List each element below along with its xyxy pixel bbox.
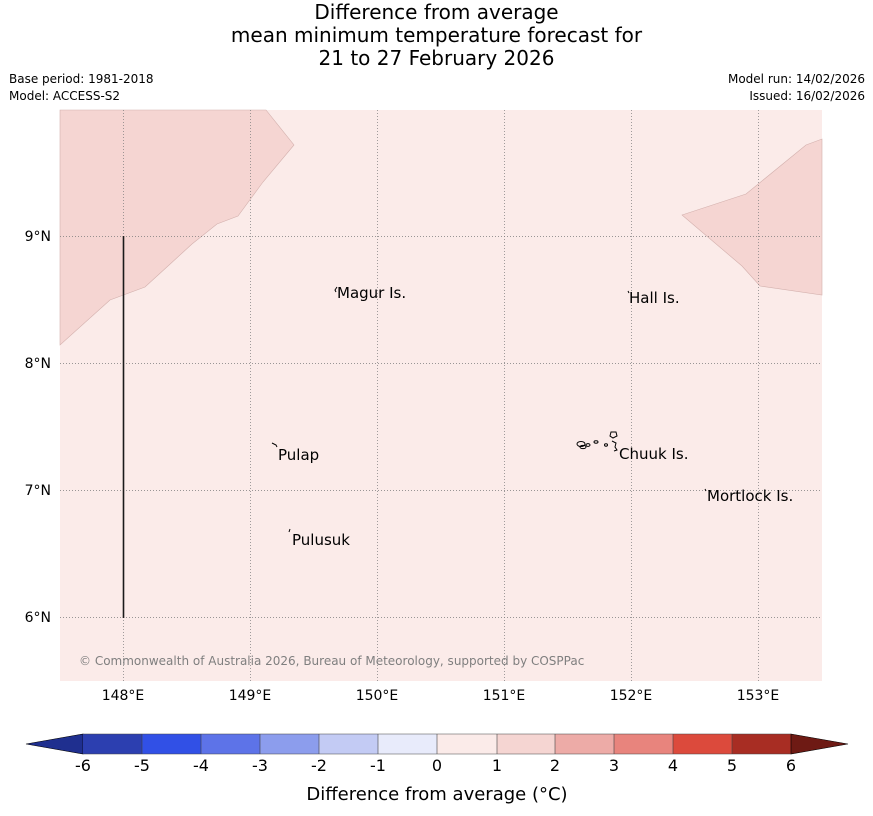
place-label-magur: Magur Is.: [337, 284, 406, 302]
lat-label-9n: 9°N: [25, 229, 51, 245]
lat-label-7n: 7°N: [25, 483, 51, 499]
colorbar-tick: 5: [727, 756, 737, 775]
lon-label-151e: 151°E: [483, 688, 526, 704]
place-label-hall: Hall Is.: [629, 289, 680, 307]
chuuk-islet: [611, 440, 618, 452]
graticule: [60, 110, 822, 681]
colorbar-bin: [319, 734, 378, 754]
colorbar-tick: 3: [609, 756, 619, 775]
lon-label-148e: 148°E: [102, 688, 145, 704]
hall-island-outline: [627, 290, 630, 294]
place-label-chuuk: Chuuk Is.: [619, 445, 688, 463]
anomaly-region-northwest: [59, 109, 295, 346]
colorbar-tick: 2: [550, 756, 560, 775]
lat-label-6n: 6°N: [25, 610, 51, 626]
place-label-mortlock: Mortlock Is.: [707, 487, 793, 505]
chuuk-islet: [585, 443, 591, 447]
place-label-pulap: Pulap: [278, 446, 319, 464]
colorbar-bin: [614, 734, 673, 754]
model-run: Model run: 14/02/2026: [727, 72, 865, 86]
chuuk-islet: [604, 443, 608, 447]
chuuk-islet: [576, 441, 586, 447]
title-line-2: mean minimum temperature forecast for: [230, 23, 643, 47]
magur-island-outline: [334, 286, 338, 293]
colorbar-tick: -1: [370, 756, 386, 775]
lon-label-153e: 153°E: [737, 688, 780, 704]
title-line-1: Difference from average: [314, 0, 559, 24]
colorbar: -6 -5 -4 -3 -2 -1 0 1 2 3 4 5 6 Differen…: [25, 733, 849, 805]
colorbar-bin: [555, 734, 614, 754]
colorbar-tick: 1: [492, 756, 502, 775]
colorbar-tick: -5: [134, 756, 150, 775]
colorbar-bin: [201, 734, 260, 754]
lon-label-150e: 150°E: [356, 688, 399, 704]
colorbar-tick: -2: [311, 756, 327, 775]
lon-label-149e: 149°E: [229, 688, 272, 704]
mortlock-island-outline: [704, 488, 707, 492]
colorbar-bin: [673, 734, 732, 754]
chuuk-islet: [579, 444, 587, 450]
colorbar-tick: -4: [193, 756, 209, 775]
title-line-3: 21 to 27 February 2026: [318, 46, 555, 70]
colorbar-tick: 6: [786, 756, 796, 775]
colorbar-tick: -3: [252, 756, 268, 775]
colorbar-bin: [142, 734, 201, 754]
pulusuk-island-outline: [288, 528, 291, 533]
chuuk-islet: [593, 440, 599, 444]
base-period: Base period: 1981-2018: [9, 72, 154, 86]
colorbar-tick: 4: [668, 756, 678, 775]
colorbar-bin: [83, 734, 142, 754]
lat-label-8n: 8°N: [25, 356, 51, 372]
issued-date: Issued: 16/02/2026: [749, 89, 865, 103]
colorbar-label: Difference from average (°C): [306, 784, 567, 805]
place-label-pulusuk: Pulusuk: [292, 531, 350, 549]
island-outlines: [271, 286, 707, 533]
pulap-island-outline: [271, 442, 278, 448]
colorbar-bin: [437, 734, 497, 754]
colorbar-bin: [378, 734, 437, 754]
chuuk-islet: [609, 431, 618, 439]
colorbar-bin: [732, 734, 791, 754]
colorbar-tick: -6: [75, 756, 91, 775]
anomaly-region-northeast: [681, 138, 823, 296]
colorbar-extend-high: [790, 733, 849, 755]
colorbar-bin: [497, 734, 555, 754]
chuuk-islands-outline: [576, 431, 618, 452]
colorbar-extend-low: [25, 733, 84, 755]
model-name: Model: ACCESS-S2: [9, 89, 121, 103]
colorbar-bin: [260, 734, 319, 754]
copyright-notice: © Commonwealth of Australia 2026, Bureau…: [79, 654, 584, 668]
lon-label-152e: 152°E: [610, 688, 653, 704]
colorbar-tick: 0: [432, 756, 442, 775]
